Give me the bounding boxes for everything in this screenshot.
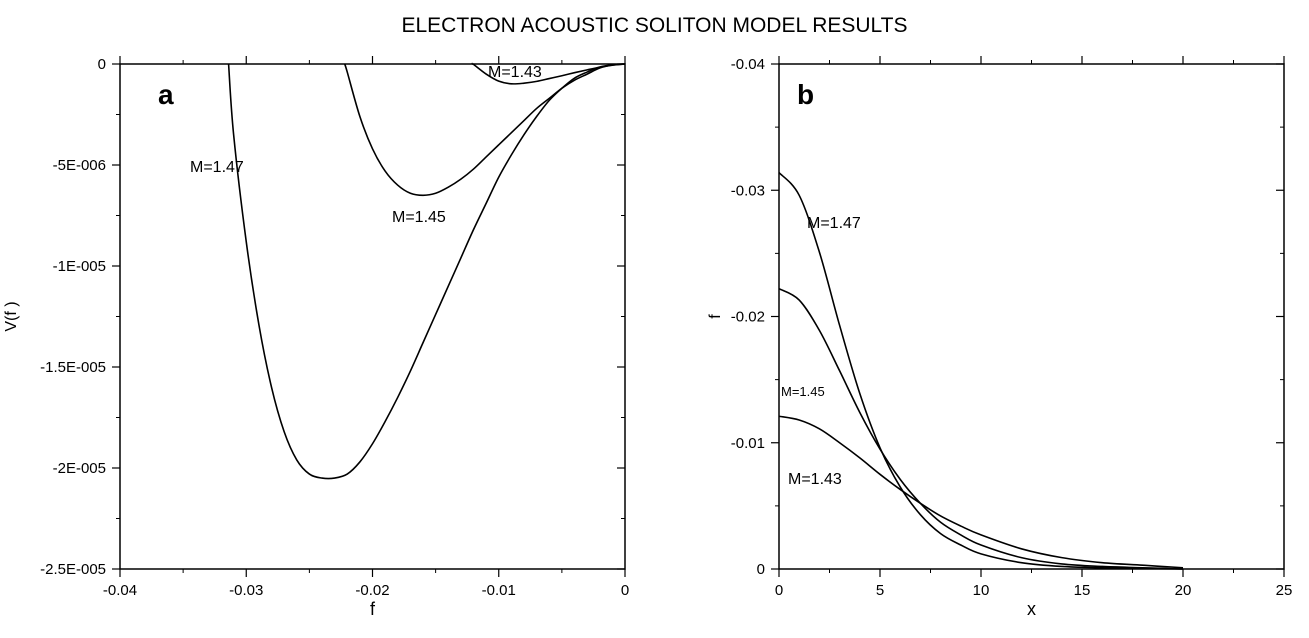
y-tick-label: -1E-005 [53, 258, 106, 275]
panel-a: -0.04 -0.03 -0.02 -0.01 0 0 -5E-006 -1E-005 -1.5… [3, 56, 629, 619]
x-tick-label: 15 [1074, 582, 1091, 599]
figure-title: ELECTRON ACOUSTIC SOLITON MODEL RESULTS [401, 14, 908, 37]
series-line-m-1-45 [343, 63, 626, 197]
series-line-m-1-43 [471, 62, 626, 85]
x-tick-label: 10 [973, 582, 990, 599]
y-tick-label: -2E-005 [53, 460, 106, 477]
y-tick-label: -1.5E-005 [40, 359, 106, 376]
x-axis-label: x [1027, 599, 1036, 619]
series-annotation: M=1.45 [781, 384, 825, 399]
y-axis-label: f [707, 314, 724, 319]
y-tick-label: -0.03 [731, 182, 765, 199]
series-annotation: M=1.47 [807, 215, 861, 232]
series-line-m-1-47 [227, 63, 626, 480]
series-annotation: M=1.47 [190, 159, 244, 176]
x-tick-label: -0.03 [229, 582, 263, 599]
x-tick-label: 0 [775, 582, 783, 599]
series-line-m-1-43 [778, 415, 1184, 569]
series-annotation: M=1.43 [788, 471, 842, 488]
x-tick-label: 25 [1276, 582, 1293, 599]
y-tick-label: 0 [98, 56, 106, 73]
panel-label: a [158, 79, 174, 110]
x-tick-label: -0.04 [103, 582, 137, 599]
series-annotation: M=1.43 [488, 64, 542, 81]
y-tick-label: -2.5E-005 [40, 561, 106, 578]
x-tick-label: -0.01 [482, 582, 516, 599]
y-tick-label: 0 [757, 561, 765, 578]
y-tick-label: -0.02 [731, 309, 765, 326]
x-tick-label: 20 [1175, 582, 1192, 599]
y-tick-label: -0.01 [731, 435, 765, 452]
y-tick-label: -5E-006 [53, 157, 106, 174]
y-tick-label: -0.04 [731, 56, 765, 73]
x-axis-label: f [370, 599, 376, 619]
x-tick-label: -0.02 [355, 582, 389, 599]
panel-b: 0 5 10 15 20 25 0 -0.01 -0.02 -0.03 -0.04 x f b M=1.47… [707, 56, 1292, 619]
y-axis-label: V(f ) [3, 301, 20, 331]
panel-label: b [797, 79, 814, 110]
plot-frame [778, 63, 1285, 570]
series-annotation: M=1.45 [392, 209, 446, 226]
series-line-m-1-47 [778, 172, 1184, 570]
series-line-m-1-45 [778, 288, 1184, 570]
x-tick-label: 5 [876, 582, 884, 599]
x-tick-label: 0 [621, 582, 629, 599]
plot-frame [119, 63, 626, 570]
